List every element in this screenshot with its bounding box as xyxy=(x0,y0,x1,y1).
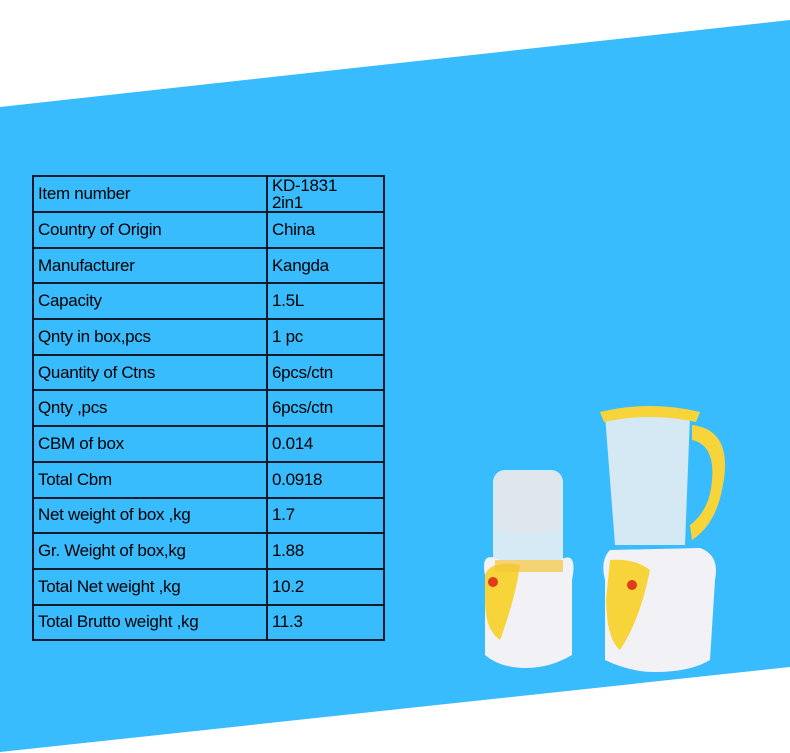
spec-row: Country of Origin China xyxy=(32,211,385,249)
spec-value-text: KD-1831 2in1 xyxy=(272,177,337,211)
spec-label: Total Brutto weight ,kg xyxy=(32,603,268,642)
spec-row: Net weight of box ,kg 1.7 xyxy=(32,496,385,535)
spec-label: Total Net weight ,kg xyxy=(32,567,268,606)
spec-label: Country of Origin xyxy=(32,211,268,249)
spec-row: Quantity of Ctns 6pcs/ctn xyxy=(32,353,385,392)
spec-row: Total Net weight ,kg 10.2 xyxy=(32,567,385,606)
spec-row: Qnty ,pcs 6pcs/ctn xyxy=(32,389,385,428)
spec-value: 6pcs/ctn xyxy=(266,353,385,392)
spec-label: Item number xyxy=(32,175,268,213)
spec-label: Quantity of Ctns xyxy=(32,353,268,392)
large-blender xyxy=(600,406,726,672)
spec-value: 1.88 xyxy=(266,532,385,570)
spec-value: 0.014 xyxy=(266,425,385,463)
spec-row: Item number KD-1831 2in1 xyxy=(32,175,385,213)
spec-value: 1.5L xyxy=(266,282,385,321)
spec-row: Total Brutto weight ,kg 11.3 xyxy=(32,603,385,642)
spec-value: 11.3 xyxy=(266,603,385,642)
spec-row: Capacity 1.5L xyxy=(32,282,385,321)
spec-row: Gr. Weight of box,kg 1.88 xyxy=(32,532,385,570)
spec-row: Total Cbm 0.0918 xyxy=(32,460,385,499)
spec-value: China xyxy=(266,211,385,249)
spec-row: Manufacturer Kangda xyxy=(32,246,385,285)
spec-table: Item number KD-1831 2in1 Country of Origin… xyxy=(32,175,385,642)
spec-value: Kangda xyxy=(266,246,385,285)
spec-value: 0.0918 xyxy=(266,460,385,499)
small-blender xyxy=(484,470,574,668)
spec-label: Capacity xyxy=(32,282,268,321)
blender-product-image xyxy=(484,406,726,672)
spec-label: Net weight of box ,kg xyxy=(32,496,268,535)
spec-value: KD-1831 2in1 xyxy=(266,175,385,213)
spec-value: 6pcs/ctn xyxy=(266,389,385,428)
spec-label: Qnty in box,pcs xyxy=(32,318,268,356)
spec-value: 1.7 xyxy=(266,496,385,535)
spec-label: CBM of box xyxy=(32,425,268,463)
spec-row: CBM of box 0.014 xyxy=(32,425,385,463)
spec-row: Qnty in box,pcs 1 pc xyxy=(32,318,385,356)
spec-value: 10.2 xyxy=(266,567,385,606)
spec-label: Qnty ,pcs xyxy=(32,389,268,428)
spec-label: Gr. Weight of box,kg xyxy=(32,532,268,570)
spec-label: Total Cbm xyxy=(32,460,268,499)
spec-label: Manufacturer xyxy=(32,246,268,285)
spec-value: 1 pc xyxy=(266,318,385,356)
